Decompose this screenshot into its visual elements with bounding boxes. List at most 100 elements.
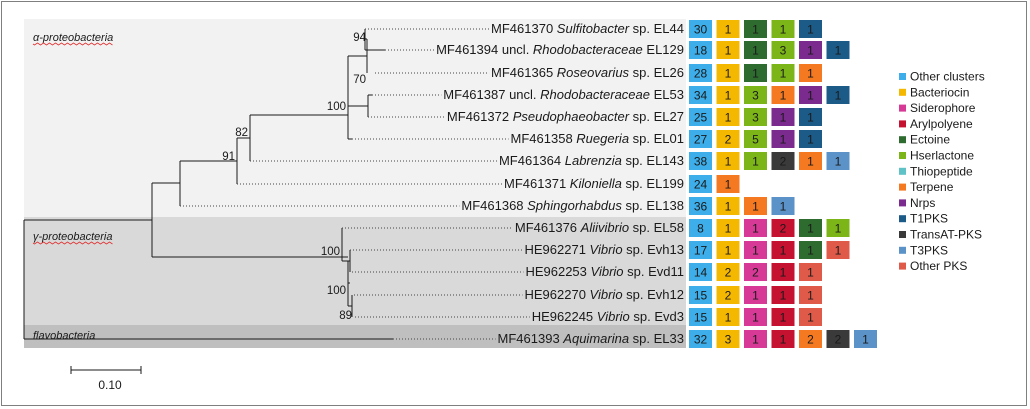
cluster-box-trans — [826, 330, 850, 348]
cluster-count: 14 — [694, 266, 708, 280]
cluster-count: 1 — [725, 244, 732, 258]
leaf-4: MF461387 uncl. Rhodobacteraceae EL53 — [443, 87, 684, 102]
leaf-strain: sp. EL138 — [625, 198, 684, 213]
leaf-genus: Kiloniella — [570, 176, 626, 191]
leaf-genus: Vibrio — [597, 309, 634, 324]
clade-band-2 — [24, 217, 686, 325]
leaf-accession: MF461394 — [436, 42, 502, 57]
legend-label-ter: Terpene — [910, 180, 954, 194]
cluster-count: 1 — [725, 23, 732, 37]
cluster-box-ter — [799, 64, 822, 82]
leaf-label: MF461371 Kiloniella sp. EL199 — [504, 176, 684, 191]
cluster-count: 1 — [780, 89, 787, 103]
cluster-count: 2 — [807, 333, 814, 347]
leaf-15: MF461393 Aquimarina sp. EL33 — [498, 331, 684, 346]
legend-swatch-sid — [899, 104, 906, 112]
cluster-box-ect — [799, 241, 822, 259]
leaf-label: MF461372 Pseudophaeobacter sp. EL27 — [447, 109, 684, 124]
cluster-count: 2 — [780, 155, 787, 169]
clade-label-3: flavobacteria — [33, 330, 95, 342]
leaf-13: HE962270 Vibrio sp. Evh12 — [524, 287, 684, 302]
legend-swatch-trans — [899, 231, 906, 238]
cluster-box-ary — [771, 330, 795, 348]
cluster-box-bac — [716, 130, 740, 148]
leaf-accession: HE962270 — [524, 287, 589, 302]
leaf-accession: MF461365 — [491, 65, 557, 80]
cluster-box-t1pks — [799, 108, 822, 126]
leaf-strain: sp. EL26 — [633, 65, 684, 80]
cluster-count: 34 — [694, 89, 708, 103]
cluster-box-hse — [771, 41, 795, 59]
leaf-accession: HE962253 — [525, 264, 590, 279]
cluster-count: 1 — [807, 133, 814, 147]
cluster-count: 1 — [725, 200, 732, 214]
legend-label-other: Other clusters — [910, 70, 985, 84]
cluster-count: 1 — [752, 333, 759, 347]
leaf-genus: Ruegeria — [576, 131, 632, 146]
leaf-strain: sp. EL199 — [625, 176, 684, 191]
leaf-label: MF461393 Aquimarina sp. EL33 — [498, 331, 684, 346]
cluster-count: 1 — [862, 333, 869, 347]
cluster-count: 1 — [807, 23, 814, 37]
leaf-accession: MF461368 — [461, 198, 527, 213]
cluster-box-nrps — [771, 130, 795, 148]
cluster-count: 1 — [780, 23, 787, 37]
leaf-accession: MF461393 — [498, 331, 564, 346]
cluster-count: 1 — [752, 155, 759, 169]
leaf-label: HE962271 Vibrio sp. Evh13 — [524, 242, 684, 257]
cluster-count: 1 — [725, 222, 732, 236]
cluster-count: 1 — [835, 44, 842, 58]
cluster-box-t1pks — [799, 130, 822, 148]
leaf-genus: Roseovarius — [557, 65, 633, 80]
legend-label-sid: Siderophore — [910, 101, 976, 115]
cluster-count: 1 — [725, 178, 732, 192]
legend-swatch-other — [899, 73, 906, 80]
leaf-genus: Rhodobacteraceae — [533, 42, 646, 57]
leaf-10: MF461376 Aliivibrio sp. EL58 — [515, 220, 684, 235]
cluster-box-bac — [716, 241, 740, 259]
bootstrap-value: 94 — [353, 32, 366, 44]
cluster-box-bac — [716, 64, 740, 82]
bootstrap-value: 100 — [321, 246, 340, 258]
cluster-box-nrps — [799, 41, 822, 59]
leaf-14: HE962245 Vibrio sp. Evd3 — [532, 309, 684, 324]
cluster-count: 1 — [725, 155, 732, 169]
cluster-count: 1 — [807, 222, 814, 236]
cluster-count: 24 — [694, 178, 708, 192]
cluster-count: 17 — [694, 244, 708, 258]
leaf-label: MF461364 Labrenzia sp. EL143 — [499, 153, 684, 168]
cluster-box-bac — [716, 219, 740, 237]
cluster-count: 1 — [780, 200, 787, 214]
cluster-count: 1 — [752, 200, 759, 214]
legend-label-hse: Hserlactone — [910, 149, 974, 163]
cluster-count: 38 — [694, 155, 708, 169]
leaf-label: HE962270 Vibrio sp. Evh12 — [524, 287, 684, 302]
leaf-3: MF461365 Roseovarius sp. EL26 — [491, 65, 684, 80]
legend-label-nrps: Nrps — [910, 196, 935, 210]
cluster-box-bac — [716, 308, 740, 326]
cluster-box-bac — [716, 41, 740, 59]
leaf-genus: Vibrio — [591, 264, 628, 279]
cluster-box-opks — [799, 308, 822, 326]
cluster-box-other — [689, 108, 712, 126]
cluster-count: 1 — [780, 133, 787, 147]
cluster-count: 1 — [835, 89, 842, 103]
cluster-box-other — [689, 20, 712, 38]
cluster-count: 18 — [694, 44, 708, 58]
legend-label-opks: Other PKS — [910, 259, 967, 273]
leaf-strain: sp. Evd3 — [633, 309, 684, 324]
cluster-count: 1 — [807, 67, 814, 81]
leaf-strain: sp. EL44 — [633, 21, 684, 36]
leaf-accession: MF461370 — [491, 21, 557, 36]
cluster-box-bac — [716, 108, 740, 126]
cluster-box-hse — [771, 64, 795, 82]
legend-label-t1pks: T1PKS — [910, 212, 948, 226]
cluster-count: 1 — [780, 333, 787, 347]
scale-label: 0.10 — [98, 378, 122, 392]
cluster-box-ary — [771, 308, 795, 326]
cluster-count: 8 — [697, 222, 704, 236]
cluster-box-other — [689, 130, 712, 148]
cluster-count: 3 — [752, 111, 759, 125]
cluster-count: 15 — [694, 311, 708, 325]
leaf-label: MF461376 Aliivibrio sp. EL58 — [515, 220, 684, 235]
